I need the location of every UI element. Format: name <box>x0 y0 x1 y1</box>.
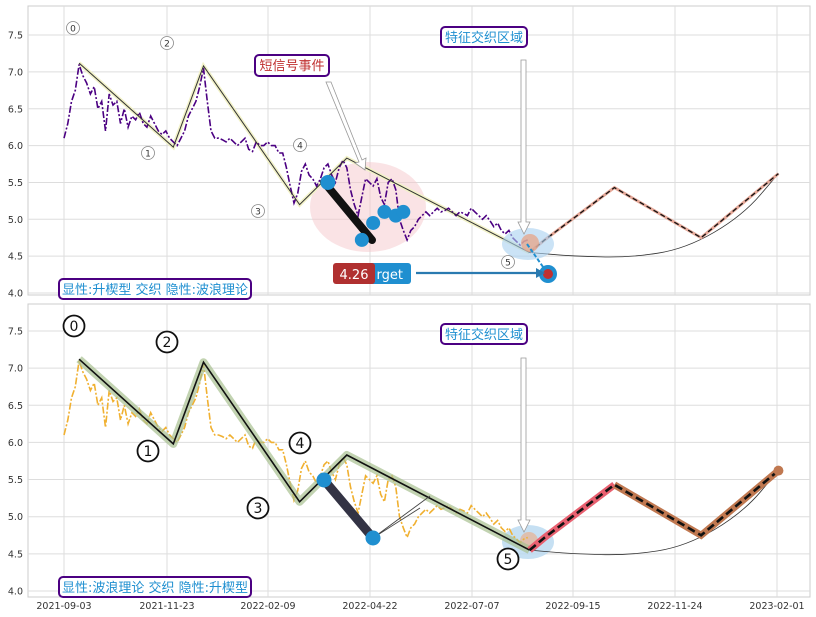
bottom-xtick-6: 2022-11-24 <box>647 601 702 612</box>
bottom-arc <box>529 470 779 556</box>
top-short-signal-line <box>320 178 376 244</box>
top-wave-label-2: 2 <box>164 40 170 50</box>
bottom-wave-label-circle-4 <box>288 431 312 455</box>
top-wave-label-circle-3 <box>251 204 265 218</box>
bottom-x-ticks: 2021-09-03 2021-11-23 2022-02-09 2022-04-22… <box>36 601 804 612</box>
bottom-pattern-label: 显性:波浪理论 交织 隐性:升楔型 <box>62 580 248 596</box>
top-blue-dots <box>320 174 411 247</box>
bottom-wave-label-3: 3 <box>254 501 263 517</box>
top-zone-core <box>521 234 539 252</box>
top-blue-dot-1 <box>354 232 369 247</box>
top-feature-zone-arrow <box>517 59 531 235</box>
top-pattern-label: 显性:升楔型 交织 隐性:波浪理论 <box>62 282 248 298</box>
bottom-wave-label-circle-1 <box>136 439 160 463</box>
top-wave-label-3: 3 <box>255 208 261 218</box>
bottom-fan-line <box>372 495 431 539</box>
top-wave-line <box>78 62 530 253</box>
bottom-feature-zone-label: 特征交织区域 <box>445 327 523 343</box>
bot-ytick-0: 4.0 <box>8 587 23 598</box>
bottom-wave-label-circle-5 <box>496 547 520 571</box>
top-target-value-box <box>333 263 375 284</box>
bottom-grid <box>28 304 810 597</box>
top-target-arrow-head <box>536 268 545 278</box>
top-blue-dot-0 <box>320 174 336 190</box>
top-axes-frame <box>27 5 811 296</box>
bot-ytick-1: 4.5 <box>8 549 23 560</box>
bot-ytick-2: 5.0 <box>8 512 23 523</box>
bot-ytick-6: 7.0 <box>8 364 23 375</box>
top-ytick-6: 7.0 <box>8 67 23 78</box>
top-blue-dot-2 <box>366 215 381 230</box>
bottom-wave-labels: 0 1 2 3 4 5 <box>62 314 520 571</box>
top-target-tag-label: rget <box>377 268 403 283</box>
bottom-pattern-box <box>58 576 252 598</box>
top-short-signal-box <box>254 54 330 77</box>
top-projection-line <box>529 173 779 253</box>
top-ytick-3: 5.5 <box>8 178 23 189</box>
bottom-feature-zone-box <box>440 323 528 345</box>
top-y-ticks: 4.0 4.5 5.0 5.5 6.0 6.5 7.0 7.5 <box>8 31 23 300</box>
top-wave-label-circle-2 <box>160 36 174 50</box>
bottom-wave-label-4: 4 <box>296 436 305 452</box>
top-ytick-7: 7.5 <box>8 31 23 42</box>
top-short-signal-label: 短信号事件 <box>259 59 324 74</box>
top-wave-labels: 0 1 2 3 4 5 <box>66 21 515 269</box>
top-wave-label-5: 5 <box>505 259 511 269</box>
bottom-wave-label-0: 0 <box>70 319 79 335</box>
bot-ytick-3: 5.5 <box>8 475 23 486</box>
bottom-xtick-4: 2022-07-07 <box>444 601 499 612</box>
top-ytick-2: 5.0 <box>8 215 23 226</box>
top-wave-label-circle-0 <box>66 21 80 35</box>
bottom-short-signal-line <box>319 475 378 543</box>
top-wave-label-circle-1 <box>141 146 155 160</box>
top-wave-label-1: 1 <box>145 150 151 160</box>
bottom-xtick-0: 2021-09-03 <box>36 601 91 612</box>
bottom-blue-dot-end <box>365 530 381 546</box>
bot-ytick-4: 6.0 <box>8 438 23 449</box>
bottom-projection-end-dot <box>773 465 784 476</box>
top-wave-label-0: 0 <box>70 25 76 35</box>
top-ytick-1: 4.5 <box>8 252 23 263</box>
top-feature-zone-box <box>440 26 528 48</box>
top-wave-label-circle-5 <box>501 255 515 269</box>
top-ytick-5: 6.5 <box>8 104 23 115</box>
top-pattern-box <box>58 278 252 300</box>
top-feature-zone-label: 特征交织区域 <box>445 30 523 46</box>
bottom-feature-zone-arrow <box>517 357 531 533</box>
top-ytick-0: 4.0 <box>8 289 23 300</box>
bottom-wave-label-circle-2 <box>155 330 179 354</box>
top-wave-label-circle-4 <box>293 138 307 152</box>
bottom-projection-line <box>528 469 780 552</box>
top-target-value-label: 4.26 <box>340 268 369 283</box>
bottom-xtick-2: 2022-02-09 <box>240 601 295 612</box>
bottom-wave-label-circle-0 <box>62 314 86 338</box>
bottom-xtick-7: 2023-02-01 <box>749 601 804 612</box>
top-ytick-4: 6.0 <box>8 141 23 152</box>
bottom-y-ticks: 4.0 4.5 5.0 5.5 6.0 6.5 7.0 7.5 <box>8 326 23 597</box>
bottom-blue-dot-start <box>316 472 332 488</box>
bot-ytick-7: 7.5 <box>8 326 23 337</box>
bottom-wave-line <box>78 358 530 551</box>
bottom-wave-label-1: 1 <box>144 444 153 460</box>
bottom-xtick-1: 2021-11-23 <box>139 601 194 612</box>
top-blue-dot-5 <box>396 204 411 219</box>
top-wave-label-4: 4 <box>297 142 303 152</box>
bottom-xtick-3: 2022-04-22 <box>342 601 397 612</box>
bottom-wave-label-2: 2 <box>163 335 172 351</box>
top-arc <box>529 173 779 258</box>
top-target-dot-core <box>543 269 553 279</box>
top-short-signal-arrow <box>325 81 367 171</box>
bot-ytick-5: 6.5 <box>8 401 23 412</box>
bottom-wave-label-circle-3 <box>246 496 270 520</box>
bottom-wave-label-5: 5 <box>504 552 513 568</box>
bottom-xtick-5: 2022-09-15 <box>545 601 600 612</box>
top-blue-dot-3 <box>377 204 392 219</box>
